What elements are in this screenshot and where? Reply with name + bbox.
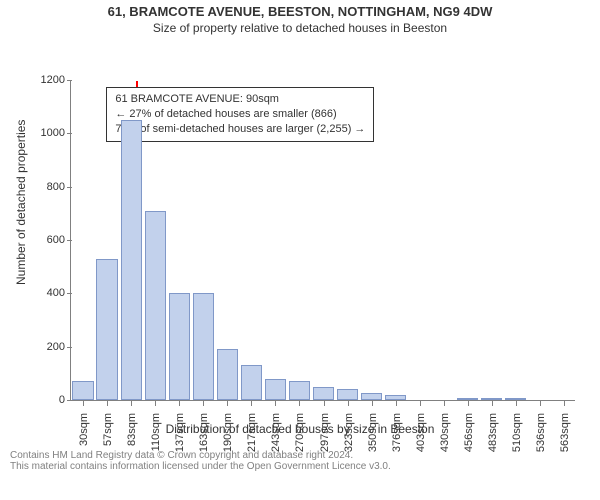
histogram-bar (289, 381, 310, 400)
histogram-bar (121, 120, 142, 400)
footer-attribution: Contains HM Land Registry data © Crown c… (0, 444, 600, 474)
histogram-bar (361, 393, 382, 400)
histogram-bar (193, 293, 214, 400)
histogram-bar (385, 395, 406, 400)
y-tick-label: 600 (47, 234, 71, 246)
annotation-line-1: 61 BRAMCOTE AVENUE: 90sqm (115, 92, 365, 107)
y-tick-label: 0 (59, 394, 71, 406)
histogram-chart: Number of detached properties 61 BRAMCOT… (0, 35, 600, 463)
y-tick-label: 1200 (41, 74, 71, 86)
y-tick-label: 800 (47, 181, 71, 193)
histogram-bar (481, 398, 502, 400)
histogram-bar (217, 349, 238, 400)
histogram-bar (505, 398, 526, 400)
x-axis-label: Distribution of detached houses by size … (0, 422, 600, 436)
histogram-bar (96, 259, 117, 400)
annotation-line-3: 72% of semi-detached houses are larger (… (115, 122, 365, 137)
histogram-bar (241, 365, 262, 400)
y-tick-label: 1000 (41, 127, 71, 139)
histogram-bar (72, 381, 93, 400)
histogram-bar (169, 293, 190, 400)
footer-line-2: This material contains information licen… (10, 461, 590, 472)
histogram-bar (337, 389, 358, 400)
page-sub-title: Size of property relative to detached ho… (0, 19, 600, 35)
histogram-bar (265, 379, 286, 400)
y-axis-label: Number of detached properties (14, 120, 28, 285)
histogram-bar (457, 398, 478, 400)
property-annotation-box: 61 BRAMCOTE AVENUE: 90sqm ← 27% of detac… (106, 87, 374, 142)
annotation-line-2: ← 27% of detached houses are smaller (86… (115, 107, 365, 122)
footer-line-1: Contains HM Land Registry data © Crown c… (10, 450, 590, 461)
histogram-bar (313, 387, 334, 400)
y-tick-label: 200 (47, 341, 71, 353)
page-main-title: 61, BRAMCOTE AVENUE, BEESTON, NOTTINGHAM… (0, 0, 600, 19)
histogram-bar (145, 211, 166, 400)
y-tick-label: 400 (47, 287, 71, 299)
plot-area: 61 BRAMCOTE AVENUE: 90sqm ← 27% of detac… (70, 81, 575, 401)
